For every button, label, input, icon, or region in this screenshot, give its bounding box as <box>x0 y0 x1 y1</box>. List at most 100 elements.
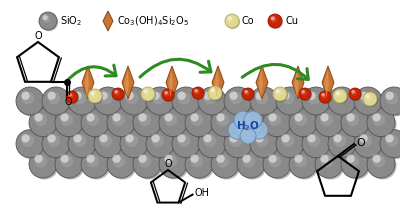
Circle shape <box>367 109 395 137</box>
Circle shape <box>356 89 383 116</box>
Circle shape <box>299 88 311 100</box>
Circle shape <box>164 154 173 163</box>
Circle shape <box>330 89 357 116</box>
Circle shape <box>190 154 199 163</box>
Circle shape <box>343 111 370 138</box>
Circle shape <box>120 87 148 115</box>
Circle shape <box>350 89 362 100</box>
Circle shape <box>114 90 120 95</box>
Circle shape <box>278 132 305 159</box>
Circle shape <box>302 130 330 158</box>
Circle shape <box>294 154 303 163</box>
Circle shape <box>242 114 255 126</box>
Circle shape <box>70 89 97 116</box>
Circle shape <box>276 89 282 96</box>
Circle shape <box>34 154 43 163</box>
Circle shape <box>354 87 382 115</box>
Circle shape <box>177 134 186 143</box>
Circle shape <box>302 87 330 115</box>
Circle shape <box>133 150 161 178</box>
Circle shape <box>87 114 99 126</box>
Circle shape <box>213 152 240 179</box>
Circle shape <box>217 114 229 126</box>
Circle shape <box>114 90 118 94</box>
Circle shape <box>99 92 108 100</box>
Circle shape <box>96 132 123 159</box>
Circle shape <box>74 135 86 147</box>
Circle shape <box>61 114 73 126</box>
Circle shape <box>273 87 287 101</box>
Circle shape <box>61 155 73 167</box>
Circle shape <box>159 150 187 178</box>
Circle shape <box>360 135 372 147</box>
Circle shape <box>276 87 304 115</box>
Circle shape <box>265 111 292 138</box>
Circle shape <box>21 134 30 143</box>
Circle shape <box>229 134 238 143</box>
Circle shape <box>211 88 215 92</box>
Circle shape <box>135 111 162 138</box>
Circle shape <box>333 92 342 100</box>
Circle shape <box>35 114 47 126</box>
Circle shape <box>244 90 248 94</box>
Circle shape <box>73 92 82 100</box>
Circle shape <box>242 113 251 122</box>
Circle shape <box>200 132 227 159</box>
Circle shape <box>291 111 318 138</box>
Circle shape <box>276 89 280 94</box>
Circle shape <box>244 90 250 95</box>
Circle shape <box>367 150 395 178</box>
Circle shape <box>81 109 109 137</box>
Circle shape <box>359 134 368 143</box>
Polygon shape <box>124 69 129 97</box>
Circle shape <box>16 87 44 115</box>
Circle shape <box>211 88 217 95</box>
Circle shape <box>320 92 332 103</box>
Circle shape <box>172 130 200 158</box>
Circle shape <box>343 152 370 179</box>
Circle shape <box>294 155 307 167</box>
Circle shape <box>185 150 213 178</box>
Circle shape <box>271 16 277 23</box>
Circle shape <box>300 89 312 100</box>
Circle shape <box>204 92 216 105</box>
Circle shape <box>187 111 214 138</box>
Circle shape <box>369 152 396 179</box>
Circle shape <box>217 155 229 167</box>
Circle shape <box>226 132 253 159</box>
Circle shape <box>224 87 252 115</box>
Polygon shape <box>214 69 219 97</box>
Circle shape <box>94 87 122 115</box>
Circle shape <box>18 132 45 159</box>
Text: O: O <box>356 138 365 148</box>
Circle shape <box>42 130 70 158</box>
Circle shape <box>385 134 394 143</box>
Circle shape <box>333 89 347 103</box>
Text: Co$_3$(OH)$_4$Si$_2$O$_5$: Co$_3$(OH)$_4$Si$_2$O$_5$ <box>117 14 189 28</box>
Circle shape <box>177 92 186 100</box>
FancyArrowPatch shape <box>67 65 116 81</box>
Circle shape <box>200 89 227 116</box>
Circle shape <box>252 89 279 116</box>
Circle shape <box>334 135 346 147</box>
Circle shape <box>346 155 359 167</box>
Circle shape <box>57 111 84 138</box>
Circle shape <box>252 132 279 159</box>
Circle shape <box>351 90 355 94</box>
Circle shape <box>208 86 222 100</box>
Circle shape <box>382 132 400 159</box>
Circle shape <box>271 16 275 21</box>
Circle shape <box>372 154 381 163</box>
Polygon shape <box>166 66 178 99</box>
Circle shape <box>31 152 58 179</box>
Circle shape <box>194 89 198 92</box>
Circle shape <box>164 91 170 97</box>
Circle shape <box>385 92 394 100</box>
Circle shape <box>336 91 340 95</box>
Circle shape <box>31 111 58 138</box>
Text: Cu: Cu <box>285 16 298 26</box>
Circle shape <box>190 114 203 126</box>
Circle shape <box>237 150 265 178</box>
Circle shape <box>60 154 69 163</box>
Circle shape <box>294 113 303 122</box>
